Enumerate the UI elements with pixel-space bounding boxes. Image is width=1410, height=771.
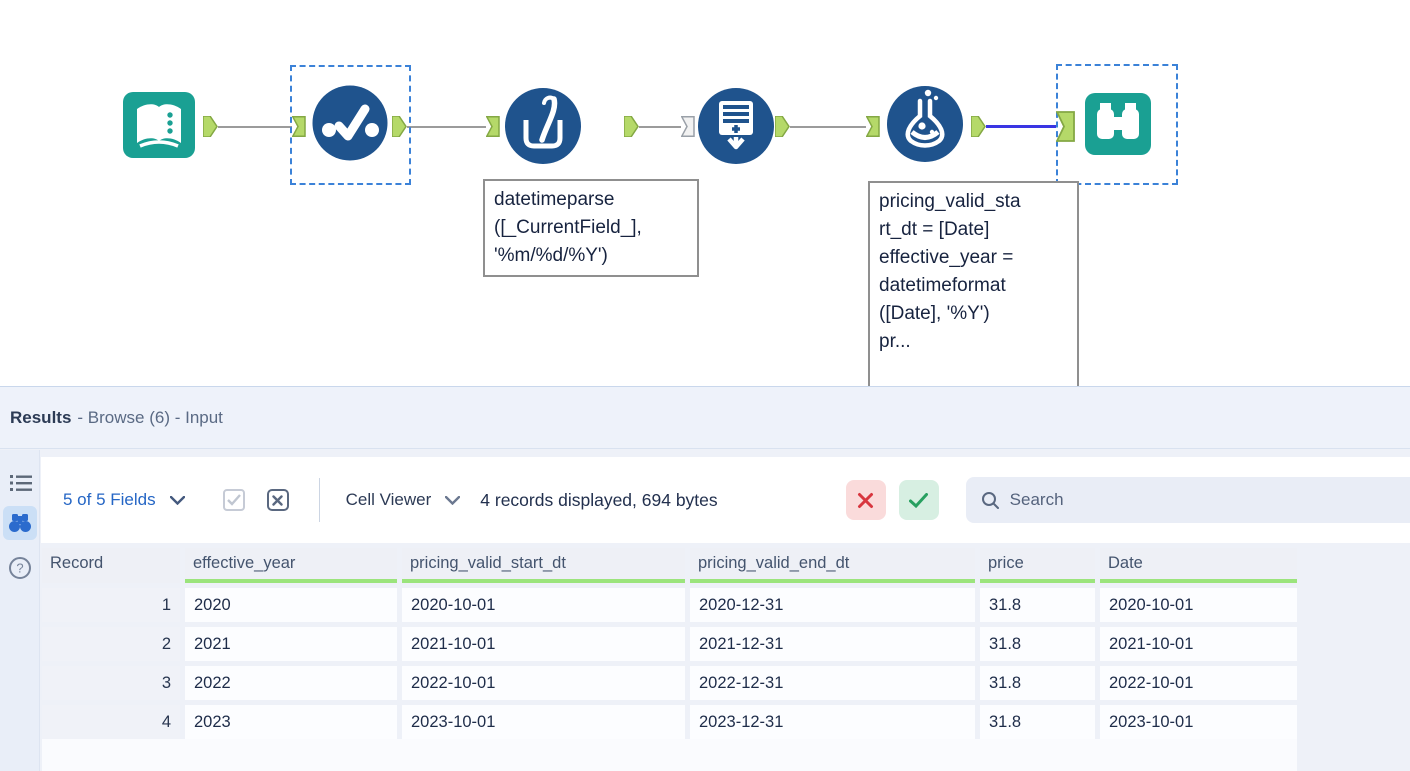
x-box-icon bbox=[272, 495, 283, 506]
data-cell[interactable]: 2021-10-01 bbox=[1100, 627, 1297, 661]
connection-line[interactable] bbox=[639, 126, 681, 128]
fields-dropdown[interactable]: 5 of 5 Fields bbox=[63, 490, 156, 510]
results-table: Recordeffective_yearpricing_valid_start_… bbox=[42, 548, 1297, 739]
toolbar-divider bbox=[319, 478, 320, 522]
column-header[interactable]: effective_year bbox=[185, 548, 397, 583]
help-button[interactable]: ? bbox=[8, 556, 32, 580]
success-filter-button[interactable] bbox=[899, 480, 939, 520]
data-cell[interactable]: 2023 bbox=[185, 705, 397, 739]
errors-filter-button[interactable] bbox=[846, 480, 886, 520]
results-title-suffix: - Browse (6) - Input bbox=[77, 408, 223, 428]
select-all-fields-button[interactable] bbox=[223, 489, 245, 511]
input-anchor[interactable] bbox=[292, 116, 306, 137]
input-anchor[interactable] bbox=[486, 116, 500, 137]
checkbox-check-icon bbox=[227, 494, 241, 506]
formula-tool[interactable] bbox=[886, 85, 964, 163]
connection-line[interactable] bbox=[790, 126, 866, 128]
tool-annotation[interactable]: pricing_valid_sta rt_dt = [Date] effecti… bbox=[868, 181, 1079, 386]
binoculars-icon bbox=[8, 513, 32, 533]
data-cell[interactable]: 2021-12-31 bbox=[690, 627, 975, 661]
data-cell[interactable]: 31.8 bbox=[980, 588, 1095, 622]
input-anchor-disabled[interactable] bbox=[681, 116, 695, 137]
formula-icon bbox=[887, 86, 963, 162]
generate-rows-tool[interactable] bbox=[697, 87, 775, 165]
auto-field-icon bbox=[313, 86, 388, 161]
connection-line-selected[interactable] bbox=[986, 125, 1056, 128]
multi-field-formula-tool[interactable] bbox=[504, 87, 582, 165]
search-icon bbox=[981, 491, 1000, 510]
auto-field-tool[interactable] bbox=[311, 84, 389, 162]
workflow-canvas[interactable]: datetimeparse ([_CurrentField_], '%m/%d/… bbox=[0, 0, 1410, 386]
deselect-all-fields-button[interactable] bbox=[267, 489, 289, 511]
data-cell[interactable]: 2021 bbox=[185, 627, 397, 661]
multi-field-formula-icon bbox=[505, 88, 581, 164]
input-anchor[interactable] bbox=[866, 116, 880, 137]
browse-tool[interactable] bbox=[1084, 90, 1152, 158]
chevron-down-icon[interactable] bbox=[445, 496, 460, 505]
record-number-cell[interactable]: 4 bbox=[42, 705, 180, 739]
x-icon bbox=[857, 492, 874, 509]
output-anchor[interactable] bbox=[775, 116, 790, 137]
results-main: 5 of 5 Fields Cell bbox=[41, 450, 1410, 771]
data-cell[interactable]: 2022-12-31 bbox=[690, 666, 975, 700]
output-anchor[interactable] bbox=[203, 116, 218, 137]
svg-text:?: ? bbox=[16, 561, 23, 576]
output-anchor[interactable] bbox=[971, 116, 986, 137]
results-header: Results - Browse (6) - Input bbox=[0, 387, 1410, 449]
record-number-cell[interactable]: 1 bbox=[42, 588, 180, 622]
data-cell[interactable]: 31.8 bbox=[980, 705, 1095, 739]
column-header[interactable]: Date bbox=[1100, 548, 1297, 583]
data-cell[interactable]: 2022-10-01 bbox=[402, 666, 685, 700]
data-view-button[interactable] bbox=[3, 506, 37, 540]
data-cell[interactable]: 2023-10-01 bbox=[1100, 705, 1297, 739]
check-icon bbox=[909, 493, 928, 508]
column-header[interactable]: pricing_valid_end_dt bbox=[690, 548, 975, 583]
output-anchor[interactable] bbox=[392, 116, 407, 137]
alteryx-designer-window: datetimeparse ([_CurrentField_], '%m/%d/… bbox=[0, 0, 1410, 771]
data-cell[interactable]: 2020-10-01 bbox=[402, 588, 685, 622]
data-cell[interactable]: 2023-12-31 bbox=[690, 705, 975, 739]
search-input[interactable] bbox=[1010, 490, 1410, 510]
input-anchor[interactable] bbox=[1056, 111, 1075, 142]
data-cell[interactable]: 2020-12-31 bbox=[690, 588, 975, 622]
results-toolbar: 5 of 5 Fields Cell bbox=[41, 457, 1410, 543]
tool-annotation[interactable]: datetimeparse ([_CurrentField_], '%m/%d/… bbox=[483, 179, 699, 277]
results-title: Results bbox=[10, 408, 71, 428]
column-header[interactable]: Record bbox=[42, 548, 180, 583]
metadata-list-button[interactable] bbox=[9, 472, 33, 494]
data-cell[interactable]: 2020-10-01 bbox=[1100, 588, 1297, 622]
data-cell[interactable]: 2021-10-01 bbox=[402, 627, 685, 661]
data-cell[interactable]: 2022 bbox=[185, 666, 397, 700]
column-header[interactable]: price bbox=[980, 548, 1095, 583]
records-info: 4 records displayed, 694 bytes bbox=[480, 490, 717, 511]
data-cell[interactable]: 2023-10-01 bbox=[402, 705, 685, 739]
results-content: ? 5 of 5 Fields bbox=[0, 450, 1410, 771]
data-cell[interactable]: 2020 bbox=[185, 588, 397, 622]
data-cell[interactable]: 2022-10-01 bbox=[1100, 666, 1297, 700]
data-cell[interactable]: 31.8 bbox=[980, 666, 1095, 700]
results-panel: Results - Browse (6) - Input bbox=[0, 386, 1410, 771]
record-number-cell[interactable]: 2 bbox=[42, 627, 180, 661]
results-sidebar: ? bbox=[0, 450, 40, 771]
record-number-cell[interactable]: 3 bbox=[42, 666, 180, 700]
cell-viewer-dropdown[interactable]: Cell Viewer bbox=[346, 490, 432, 510]
chevron-down-icon[interactable] bbox=[170, 496, 185, 505]
list-icon bbox=[10, 474, 32, 492]
connection-line[interactable] bbox=[407, 126, 486, 128]
search-box[interactable] bbox=[966, 477, 1410, 523]
data-cell[interactable]: 31.8 bbox=[980, 627, 1095, 661]
table-empty-area bbox=[42, 739, 1297, 771]
help-icon: ? bbox=[8, 556, 32, 580]
input-data-tool[interactable] bbox=[122, 88, 196, 162]
connection-line[interactable] bbox=[218, 126, 292, 128]
column-header[interactable]: pricing_valid_start_dt bbox=[402, 548, 685, 583]
output-anchor[interactable] bbox=[624, 116, 639, 137]
